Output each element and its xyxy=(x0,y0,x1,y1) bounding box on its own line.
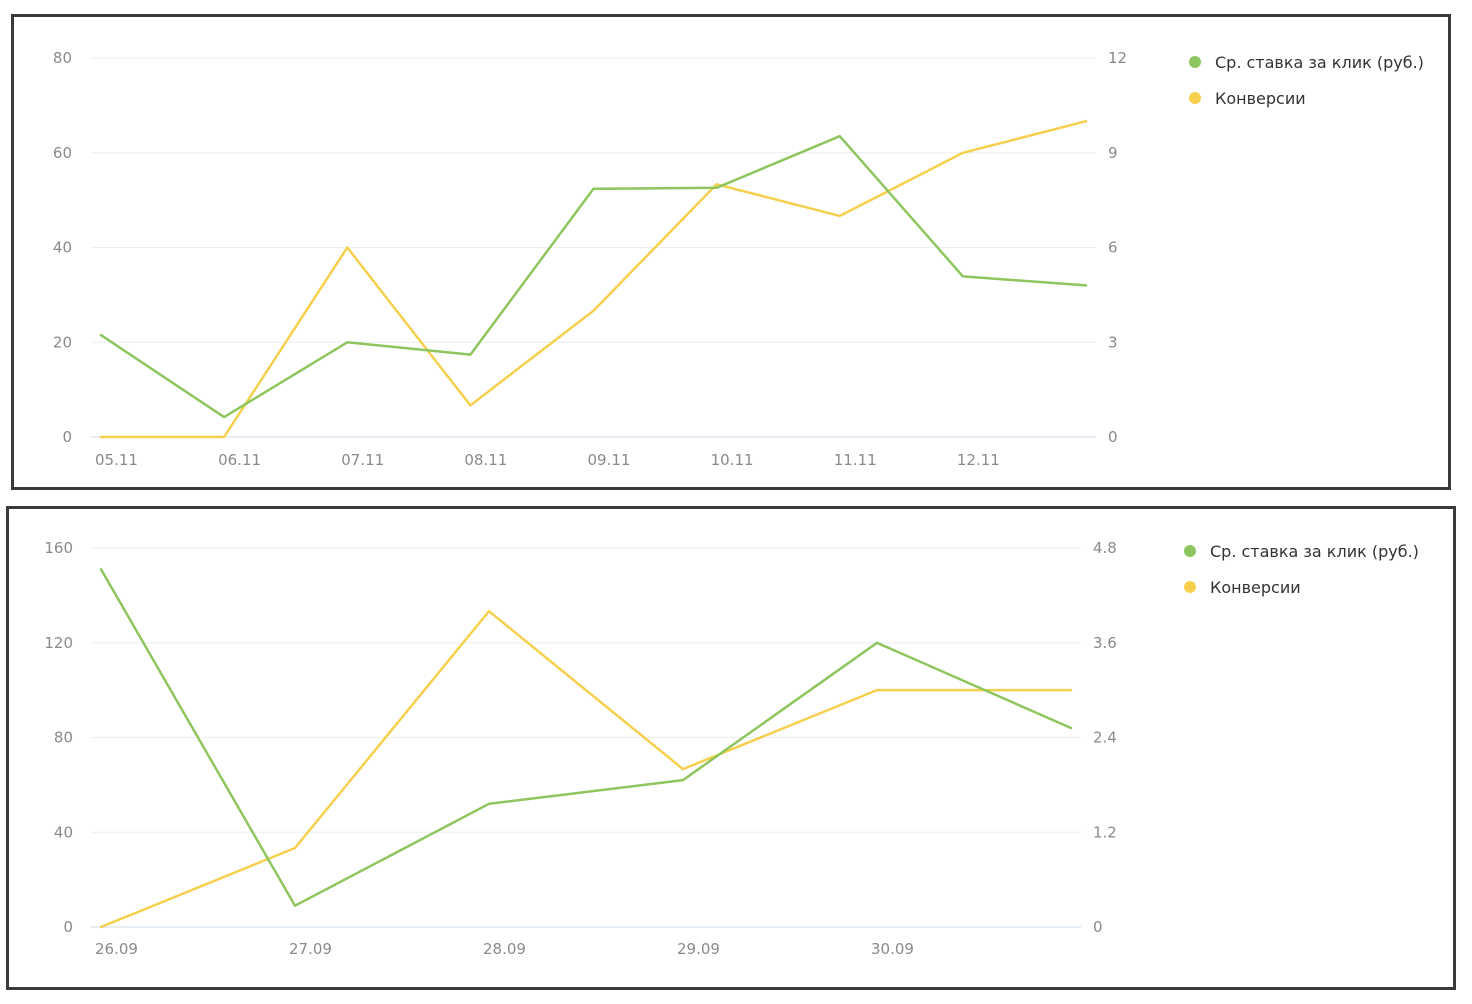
y-right-tick-label: 4.8 xyxy=(1093,539,1117,557)
legend-item-conversions[interactable]: Конверсии xyxy=(1184,569,1419,605)
series-line-conversions[interactable] xyxy=(99,609,1073,929)
point-bid[interactable] xyxy=(957,270,969,282)
y-left-tick-label: 80 xyxy=(54,729,73,747)
x-tick-label: 11.11 xyxy=(834,451,877,469)
point-conversions[interactable] xyxy=(834,210,846,222)
y-left-tick-label: 160 xyxy=(44,539,73,557)
point-conversions[interactable] xyxy=(95,431,107,443)
line-chart-1: 0 0 20 3 40 6 60 9 80 12 05.11 06.11 07.11 08.11 09.11… xyxy=(53,49,1127,469)
chart-panel-1: 0 0 20 3 40 6 60 9 80 12 05.11 06.11 07.11 08.11 09.11… xyxy=(11,14,1451,490)
point-bid[interactable] xyxy=(289,900,301,912)
x-tick-label: 30.09 xyxy=(871,940,914,958)
point-conversions[interactable] xyxy=(588,305,600,317)
y-right-tick-label: 12 xyxy=(1108,49,1127,67)
point-bid[interactable] xyxy=(95,329,107,341)
point-bid[interactable] xyxy=(1065,722,1077,734)
point-bid[interactable] xyxy=(218,411,230,423)
point-bid[interactable] xyxy=(871,637,883,649)
line-chart-2: 0 0 40 1.2 80 2.4 120 3.6 160 4.8 26.09 27.09 28.09 2… xyxy=(44,539,1117,958)
point-conversions[interactable] xyxy=(289,842,301,854)
point-bid[interactable] xyxy=(1080,279,1092,291)
series-line-bid[interactable] xyxy=(99,568,1073,907)
legend-marker-bid xyxy=(1184,545,1196,557)
legend-marker-conversions xyxy=(1184,581,1196,593)
point-bid[interactable] xyxy=(588,183,600,195)
y-left-tick-label: 0 xyxy=(63,918,73,936)
x-tick-label: 29.09 xyxy=(677,940,720,958)
y-left-tick-label: 40 xyxy=(53,239,72,257)
y-right-tick-label: 2.4 xyxy=(1093,729,1117,747)
x-tick-label: 09.11 xyxy=(588,451,631,469)
chart-panel-2: 0 0 40 1.2 80 2.4 120 3.6 160 4.8 26.09 27.09 28.09 2… xyxy=(6,506,1456,990)
point-conversions[interactable] xyxy=(1080,115,1092,127)
y-right-tick-label: 9 xyxy=(1108,144,1118,162)
x-tick-label: 27.09 xyxy=(289,940,332,958)
legend-label-conversions: Конверсии xyxy=(1215,88,1306,108)
point-bid[interactable] xyxy=(711,182,723,194)
legend-item-bid[interactable]: Ср. ставка за клик (руб.) xyxy=(1189,44,1424,80)
y-right-tick-label: 3 xyxy=(1108,333,1118,351)
legend-2: Ср. ставка за клик (руб.) Конверсии xyxy=(1184,533,1419,605)
x-tick-label: 28.09 xyxy=(483,940,526,958)
point-conversions[interactable] xyxy=(1065,684,1077,696)
legend-marker-bid xyxy=(1189,56,1201,68)
legend-item-conversions[interactable]: Конверсии xyxy=(1189,80,1424,116)
series-line-bid[interactable] xyxy=(99,134,1088,419)
point-conversions[interactable] xyxy=(871,684,883,696)
x-tick-label: 06.11 xyxy=(218,451,261,469)
legend-item-bid[interactable]: Ср. ставка за клик (руб.) xyxy=(1184,533,1419,569)
x-tick-label: 10.11 xyxy=(711,451,754,469)
series-line-conversions[interactable] xyxy=(99,119,1088,439)
point-conversions[interactable] xyxy=(677,763,689,775)
point-conversions[interactable] xyxy=(957,147,969,159)
point-conversions[interactable] xyxy=(218,431,230,443)
point-conversions[interactable] xyxy=(95,921,107,933)
legend-1: Ср. ставка за клик (руб.) Конверсии xyxy=(1189,44,1424,116)
point-bid[interactable] xyxy=(341,336,353,348)
y-right-tick-label: 6 xyxy=(1108,239,1118,257)
x-tick-label: 05.11 xyxy=(95,451,138,469)
point-conversions[interactable] xyxy=(464,399,476,411)
y-left-tick-label: 120 xyxy=(44,634,73,652)
y-right-tick-label: 3.6 xyxy=(1093,634,1117,652)
legend-label-bid: Ср. ставка за клик (руб.) xyxy=(1215,52,1424,72)
x-tick-label: 08.11 xyxy=(464,451,507,469)
x-tick-label: 07.11 xyxy=(341,451,384,469)
point-bid[interactable] xyxy=(483,798,495,810)
point-bid[interactable] xyxy=(834,130,846,142)
x-tick-label: 26.09 xyxy=(95,940,138,958)
legend-label-conversions: Конверсии xyxy=(1210,577,1301,597)
y-left-tick-label: 20 xyxy=(53,333,72,351)
y-right-tick-label: 0 xyxy=(1108,428,1118,446)
y-right-tick-label: 1.2 xyxy=(1093,823,1117,841)
y-right-tick-label: 0 xyxy=(1093,918,1103,936)
x-tick-label: 12.11 xyxy=(957,451,1000,469)
point-bid[interactable] xyxy=(464,349,476,361)
y-left-tick-label: 0 xyxy=(62,428,72,446)
point-bid[interactable] xyxy=(677,774,689,786)
point-conversions[interactable] xyxy=(341,242,353,254)
point-conversions[interactable] xyxy=(483,605,495,617)
y-left-tick-label: 40 xyxy=(54,823,73,841)
legend-marker-conversions xyxy=(1189,92,1201,104)
y-left-tick-label: 80 xyxy=(53,49,72,67)
legend-label-bid: Ср. ставка за клик (руб.) xyxy=(1210,541,1419,561)
y-left-tick-label: 60 xyxy=(53,144,72,162)
point-bid[interactable] xyxy=(95,563,107,575)
